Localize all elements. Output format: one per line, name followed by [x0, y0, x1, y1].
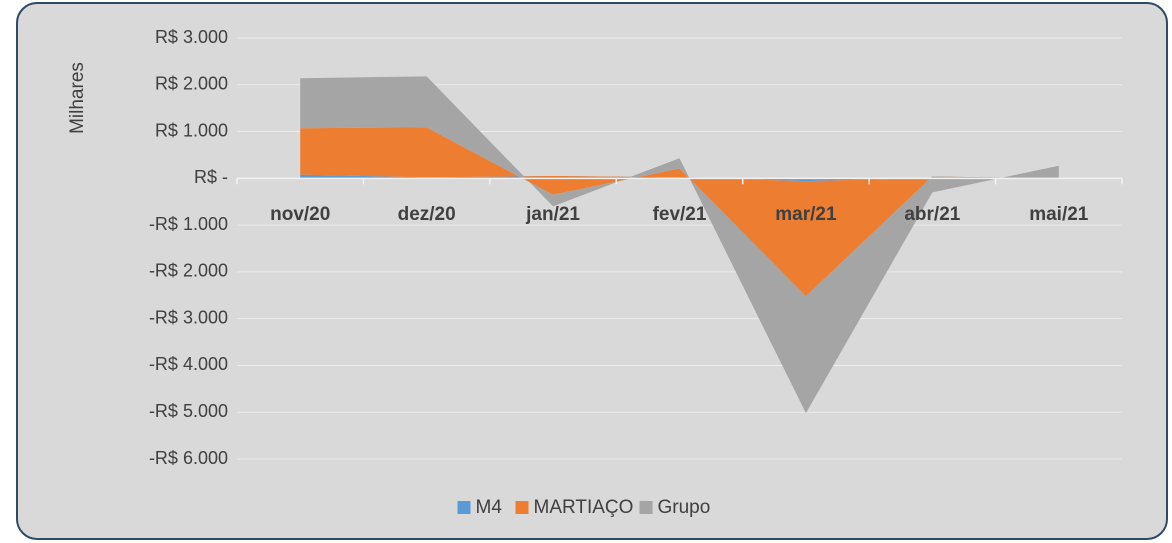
y-tick-label: R$ 1.000 [155, 120, 228, 140]
legend: M4 MARTIAÇO Grupo [457, 497, 711, 518]
area [300, 76, 1059, 414]
y-tick-label: -R$ 2.000 [149, 261, 228, 281]
y-tick-label: -R$ 3.000 [149, 307, 228, 327]
y-tick-label: -R$ 1.000 [149, 214, 228, 234]
legend-label: M4 [476, 497, 503, 518]
legend-swatch [457, 501, 471, 514]
x-tick-label: nov/20 [270, 204, 330, 225]
x-tick-label: mai/21 [1029, 204, 1089, 225]
legend-label: MARTIAÇO [534, 497, 634, 518]
y-tick-label: -R$ 6.000 [149, 448, 228, 468]
y-tick-label: R$ - [194, 167, 228, 187]
x-tick-label: mar/21 [775, 204, 837, 225]
y-tick-label: R$ 2.000 [155, 74, 228, 94]
y-tick-label: -R$ 5.000 [149, 401, 228, 421]
legend-swatch [639, 501, 653, 514]
legend-swatch [515, 501, 529, 514]
x-tick-label: fev/21 [653, 204, 707, 225]
y-tick-label: -R$ 4.000 [149, 354, 228, 374]
y-tick-label: R$ 3.000 [155, 27, 228, 47]
x-tick-label: abr/21 [904, 204, 960, 225]
x-tick-label: jan/21 [525, 204, 580, 225]
area [300, 127, 1059, 297]
x-tick-label: dez/20 [398, 204, 456, 225]
legend-label: Grupo [658, 497, 711, 518]
y-axis-label: Milhares [67, 62, 88, 134]
